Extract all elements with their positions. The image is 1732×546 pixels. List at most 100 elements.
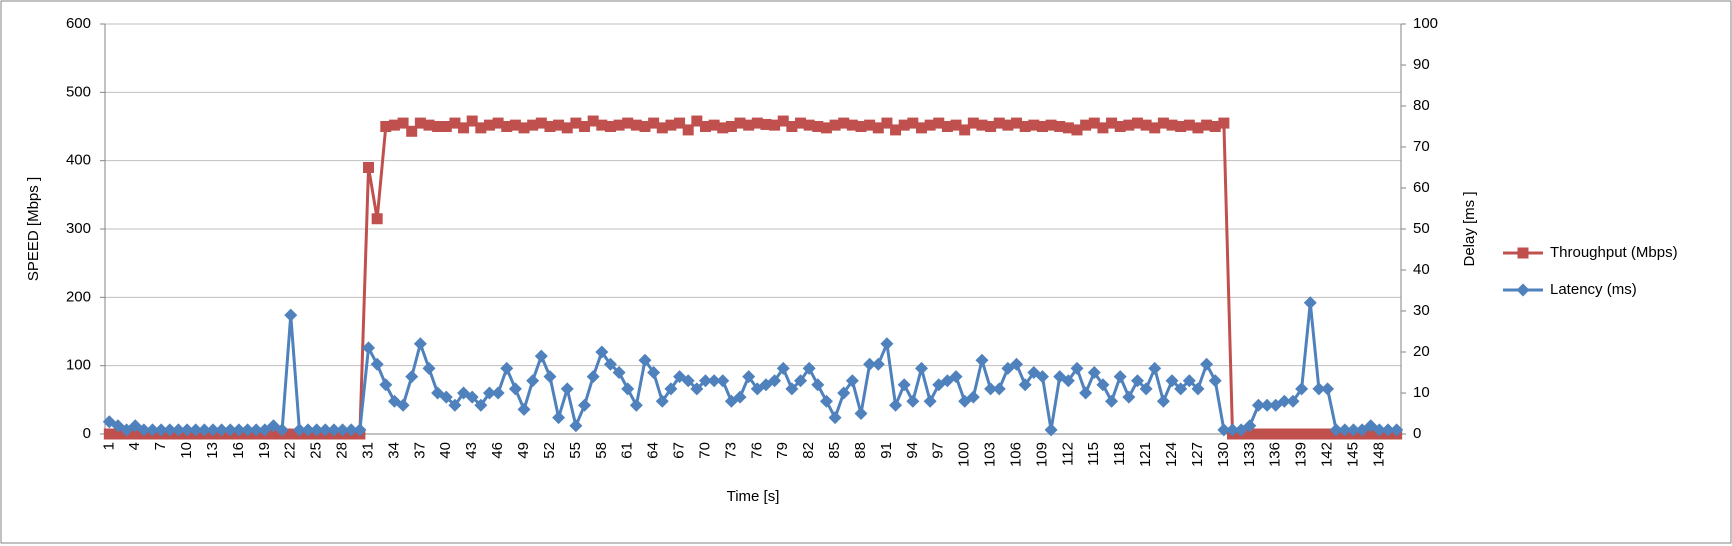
data-point [492, 117, 504, 129]
data-point [396, 398, 410, 412]
legend-marker [1516, 283, 1530, 297]
data-point [526, 374, 540, 388]
data-point [681, 374, 695, 388]
data-point [889, 398, 903, 412]
x-tick-label: 115 [1085, 442, 1102, 466]
x-tick-label: 82 [800, 442, 817, 459]
data-point [1295, 382, 1309, 396]
data-point [1183, 119, 1195, 131]
data-point [1329, 423, 1343, 437]
data-point [1346, 423, 1360, 437]
data-point [595, 345, 609, 359]
data-point [812, 121, 824, 132]
data-point [1130, 374, 1144, 388]
x-tick-label: 16 [230, 442, 247, 459]
data-point [863, 357, 877, 371]
x-tick-label: 64 [645, 442, 662, 459]
data-point [249, 423, 263, 437]
x-tick-label: 58 [593, 442, 610, 459]
data-point [120, 423, 134, 437]
data-point [579, 121, 591, 132]
data-point [612, 366, 626, 379]
x-tick-label: 52 [541, 442, 558, 459]
data-point [163, 423, 177, 437]
data-point [448, 398, 462, 412]
x-tick-label: 25 [308, 442, 325, 459]
data-point [362, 341, 376, 355]
data-point [465, 390, 479, 404]
x-tick-label: 73 [722, 442, 739, 459]
data-point [1166, 119, 1178, 131]
data-point [1045, 119, 1057, 131]
data-point [527, 119, 539, 131]
data-point [897, 378, 911, 392]
y2-tick-label: 80 [1413, 97, 1430, 114]
x-tick-label: 124 [1163, 442, 1180, 467]
data-point [716, 374, 730, 388]
data-point [129, 428, 141, 440]
data-point [1252, 428, 1264, 440]
data-point [838, 117, 850, 129]
x-tick-label: 49 [515, 442, 532, 459]
x-tick-label: 112 [1059, 442, 1076, 466]
x-tick-label: 67 [671, 442, 688, 459]
legend-marker [1517, 247, 1529, 259]
data-point [422, 361, 436, 375]
data-point [1381, 423, 1395, 437]
data-point [285, 428, 297, 440]
data-point [691, 115, 703, 127]
data-point [1131, 117, 1143, 129]
data-point [1079, 386, 1093, 400]
x-tick-label: 37 [411, 442, 428, 459]
data-point [621, 382, 635, 396]
data-point [630, 119, 642, 131]
data-point [777, 115, 789, 127]
data-point [112, 428, 124, 440]
data-point [959, 124, 971, 136]
data-point [544, 121, 556, 132]
data-point [501, 121, 513, 132]
data-point [1390, 423, 1404, 437]
data-point [301, 423, 315, 437]
x-tick-label: 88 [852, 442, 869, 459]
x-tick-label: 136 [1267, 442, 1284, 467]
data-point [413, 337, 427, 351]
data-point [596, 119, 608, 131]
data-point [1191, 382, 1205, 396]
y-axis-title: SPEED [Mbps ] [25, 177, 42, 281]
data-point [1097, 122, 1109, 134]
x-tick-label: 19 [256, 442, 273, 459]
data-point [1114, 121, 1126, 132]
data-point [508, 382, 522, 396]
y2-tick-label: 70 [1413, 138, 1430, 155]
data-point [370, 357, 384, 371]
data-point [1028, 119, 1040, 131]
data-point [267, 428, 279, 440]
data-point [854, 407, 868, 420]
data-point [275, 423, 289, 437]
data-point [786, 121, 798, 132]
data-point [941, 121, 953, 132]
data-point [992, 382, 1006, 396]
data-point [1338, 423, 1352, 437]
data-point [284, 308, 298, 322]
data-point [1018, 378, 1032, 392]
x-tick-label: 100 [956, 442, 973, 467]
data-point [406, 125, 418, 137]
data-point [993, 117, 1005, 129]
x-tick-label: 139 [1293, 442, 1310, 467]
data-point [656, 122, 668, 134]
y2-tick-label: 90 [1413, 56, 1430, 73]
data-point [1070, 361, 1084, 375]
data-point [1113, 370, 1127, 384]
data-point [146, 423, 160, 437]
x-tick-label: 1 [100, 442, 117, 450]
x-tick-label: 148 [1370, 442, 1387, 467]
data-point [578, 398, 592, 412]
data-point [1002, 119, 1014, 131]
data-point [363, 162, 375, 173]
data-point [103, 428, 115, 440]
data-point [1226, 423, 1240, 437]
data-point [664, 382, 678, 396]
data-point [379, 378, 393, 392]
